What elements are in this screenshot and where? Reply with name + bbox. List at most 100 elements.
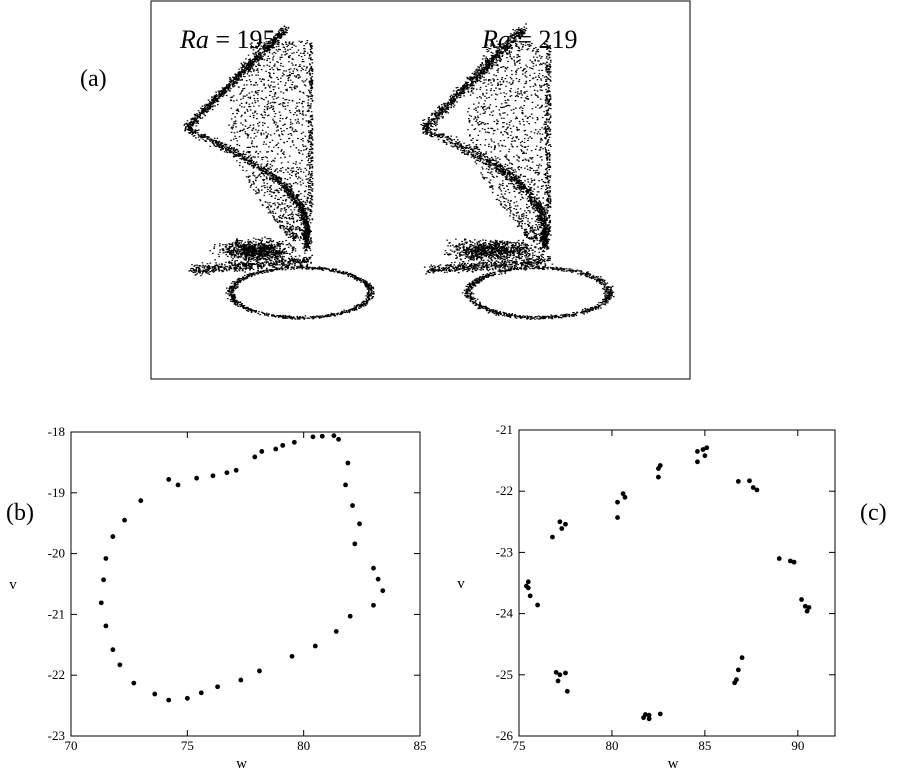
data-point bbox=[350, 503, 355, 508]
data-point bbox=[739, 655, 745, 661]
attractor-right-image bbox=[420, 23, 615, 321]
chart-c: 75 80 85 90 -21 -22 -23 -24 -25 -26 w v bbox=[457, 422, 836, 772]
data-point bbox=[700, 447, 706, 452]
y-tick-label: -20 bbox=[48, 546, 65, 561]
data-point bbox=[380, 588, 386, 594]
y-tick-label: -26 bbox=[496, 728, 514, 743]
x-tick-label: 75 bbox=[513, 738, 526, 753]
data-point bbox=[620, 491, 626, 497]
data-point bbox=[622, 494, 628, 500]
data-point bbox=[352, 541, 358, 547]
panel-label-b: (b) bbox=[6, 500, 34, 526]
data-point bbox=[735, 667, 741, 673]
data-point bbox=[563, 670, 568, 676]
data-point bbox=[310, 434, 316, 440]
data-point bbox=[553, 669, 559, 675]
data-point bbox=[564, 688, 570, 694]
ra-label-right: Ra = 219 bbox=[481, 25, 578, 54]
x-tick-label: 80 bbox=[605, 738, 618, 753]
data-point bbox=[175, 482, 181, 488]
data-point bbox=[257, 668, 262, 674]
data-point bbox=[152, 691, 158, 697]
data-point bbox=[110, 647, 116, 653]
data-point bbox=[289, 653, 295, 659]
data-point bbox=[98, 600, 104, 606]
data-point bbox=[198, 690, 204, 696]
data-point bbox=[166, 477, 172, 482]
y-tick-label: -22 bbox=[48, 667, 65, 682]
data-point bbox=[345, 460, 351, 466]
data-point bbox=[312, 643, 318, 649]
data-point bbox=[747, 478, 752, 484]
x-tick-label: 80 bbox=[297, 738, 310, 753]
data-point bbox=[319, 433, 325, 439]
data-point bbox=[103, 623, 109, 629]
data-point bbox=[273, 446, 279, 452]
data-point bbox=[641, 715, 646, 721]
data-point bbox=[252, 454, 258, 460]
data-point bbox=[117, 662, 123, 668]
y-tick-label: -22 bbox=[496, 483, 513, 498]
data-point bbox=[776, 556, 782, 561]
data-point bbox=[224, 470, 230, 476]
data-point bbox=[656, 466, 661, 471]
data-point bbox=[646, 716, 652, 722]
data-point bbox=[702, 453, 708, 459]
data-point bbox=[525, 585, 531, 591]
data-point bbox=[804, 608, 810, 614]
y-tick-label: -23 bbox=[496, 544, 513, 559]
panel-label-c: (c) bbox=[860, 500, 887, 526]
data-point bbox=[525, 579, 531, 585]
data-point bbox=[375, 576, 381, 582]
data-point bbox=[110, 534, 116, 539]
data-point bbox=[210, 473, 216, 479]
data-point bbox=[754, 487, 760, 493]
data-point bbox=[695, 449, 700, 454]
y-tick-label: -21 bbox=[496, 422, 513, 437]
data-point bbox=[559, 526, 565, 531]
data-point bbox=[550, 534, 555, 540]
data-point bbox=[555, 678, 561, 684]
y-tick-label: -25 bbox=[496, 667, 513, 682]
data-point bbox=[791, 559, 797, 565]
data-point bbox=[343, 482, 348, 488]
data-point bbox=[704, 445, 710, 451]
y-tick-label: -23 bbox=[48, 728, 65, 743]
data-point bbox=[280, 442, 286, 448]
y-tick-label: -18 bbox=[48, 424, 65, 439]
data-point bbox=[357, 521, 362, 527]
x-tick-label: 90 bbox=[791, 738, 804, 753]
data-point bbox=[103, 556, 109, 561]
data-point bbox=[799, 597, 804, 602]
attractor-stipple bbox=[183, 25, 375, 320]
y-tick-label: -24 bbox=[496, 606, 514, 621]
data-point bbox=[646, 712, 652, 718]
data-point bbox=[527, 593, 533, 599]
y-tick-label: -21 bbox=[48, 606, 65, 621]
data-point bbox=[333, 629, 339, 634]
data-point bbox=[122, 517, 127, 523]
data-point bbox=[238, 677, 244, 683]
data-point bbox=[166, 697, 172, 703]
data-point bbox=[695, 459, 700, 465]
data-point bbox=[184, 695, 190, 701]
data-point bbox=[802, 603, 808, 609]
data-point bbox=[535, 602, 540, 608]
data-point bbox=[336, 436, 341, 442]
x-tick-label: 85 bbox=[414, 738, 427, 753]
y-axis-title: v bbox=[9, 577, 17, 593]
ra-label-left: Ra = 195 bbox=[179, 25, 276, 54]
x-tick-label: 75 bbox=[181, 738, 194, 753]
data-point bbox=[291, 439, 297, 445]
data-point bbox=[131, 680, 137, 686]
x-axis-title: w bbox=[668, 756, 679, 772]
data-point bbox=[557, 672, 563, 678]
data-point bbox=[215, 684, 220, 690]
data-point bbox=[233, 467, 239, 473]
data-point bbox=[732, 680, 738, 686]
plot-frame bbox=[70, 431, 421, 737]
data-point bbox=[347, 613, 353, 619]
data-point bbox=[735, 479, 741, 484]
x-tick-label: 70 bbox=[65, 738, 78, 753]
